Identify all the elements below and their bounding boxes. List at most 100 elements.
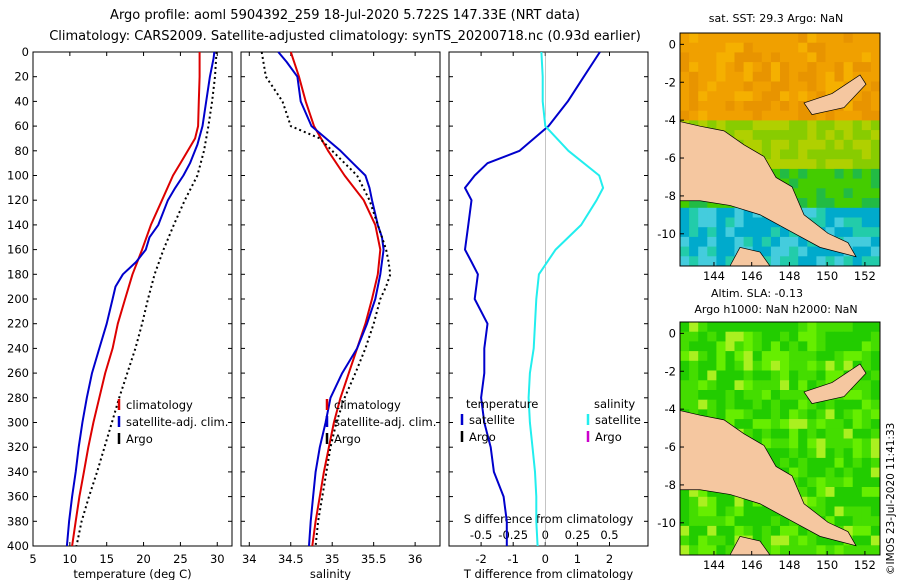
map-cell — [752, 370, 763, 381]
map-cell — [761, 380, 772, 391]
map-cell — [725, 390, 735, 401]
map-cell — [816, 428, 826, 439]
map-cell — [798, 545, 808, 556]
map-cell — [870, 52, 881, 63]
map-cell — [870, 110, 881, 121]
map-cell — [807, 81, 817, 92]
map-cell — [807, 380, 817, 391]
map-cell — [825, 322, 835, 333]
map-cell — [843, 438, 854, 449]
map-cell — [698, 341, 708, 352]
map-cell — [843, 139, 854, 150]
map-cell — [734, 120, 744, 131]
map-cell — [870, 81, 881, 92]
title-line-1: Argo profile: aoml 5904392_259 18-Jul-20… — [110, 8, 580, 23]
map-cell — [770, 71, 781, 82]
map-x-tick-label: 146 — [741, 558, 763, 572]
map-cell — [752, 81, 763, 92]
map-cell — [743, 139, 754, 150]
map-cell — [870, 370, 881, 381]
map-cell — [834, 448, 844, 459]
map-cell — [752, 322, 763, 333]
map-cell — [725, 370, 735, 381]
map-cell — [743, 409, 754, 420]
map-cell — [798, 457, 808, 468]
map-cell — [807, 428, 817, 439]
map-cell — [825, 438, 835, 449]
map-cell — [770, 428, 781, 439]
map-cell — [680, 91, 690, 102]
map-cell — [807, 360, 817, 371]
map-cell — [852, 322, 863, 333]
map-cell — [870, 120, 881, 131]
map-cell — [798, 33, 808, 44]
map-cell — [870, 525, 881, 536]
map-cell — [780, 42, 790, 53]
map-cell — [698, 390, 708, 401]
series-climatology — [71, 52, 201, 547]
map-cell — [680, 390, 690, 401]
map-cell — [825, 71, 835, 82]
map-cell — [843, 236, 854, 247]
y-tick-label: 100 — [7, 169, 29, 183]
map-cell — [680, 545, 690, 556]
map-cell — [861, 467, 872, 478]
map-cell — [680, 496, 690, 507]
map-cell — [780, 227, 790, 238]
map-cell — [789, 149, 799, 160]
map-cell — [761, 81, 772, 92]
map-cell — [816, 91, 826, 102]
map-cell — [798, 438, 808, 449]
map-cell — [743, 331, 754, 342]
map-cell — [761, 360, 772, 371]
map-cell — [861, 516, 872, 527]
map-cell — [807, 178, 817, 189]
map-cell — [798, 380, 808, 391]
map-cell — [798, 101, 808, 112]
map-cell — [761, 33, 772, 44]
map-cell — [843, 110, 854, 121]
map-cell — [716, 227, 726, 238]
map-cell — [861, 535, 872, 546]
map-cell — [770, 120, 781, 131]
map-cell — [852, 207, 863, 218]
legend-climatology-label: climatology — [126, 398, 193, 412]
map-cell — [761, 236, 772, 247]
map-cell — [861, 341, 872, 352]
map-cell — [843, 360, 854, 371]
map-cell — [698, 525, 708, 536]
map-cell — [725, 256, 735, 267]
map-cell — [725, 33, 735, 44]
map-cell — [789, 178, 799, 189]
map-cell — [734, 331, 744, 342]
map-cell — [689, 360, 699, 371]
map-cell — [680, 399, 690, 410]
map-cell — [689, 525, 699, 536]
map-cell — [807, 149, 817, 160]
map-cell — [707, 246, 717, 257]
map-cell — [807, 62, 817, 73]
map-cell — [707, 91, 717, 102]
map-cell — [734, 496, 744, 507]
map-cell — [843, 545, 854, 556]
map-cell — [689, 33, 699, 44]
sla-map: 144 146 148 150 152 0 -2 -4 -6 -8 -10 — [657, 321, 881, 572]
map-cell — [716, 370, 726, 381]
map-cell — [807, 545, 817, 556]
map-cell — [816, 496, 826, 507]
map-cell — [825, 198, 835, 209]
x-tick-label: -2 — [475, 552, 486, 566]
map-cell — [743, 227, 754, 238]
map-y-tick-label: 0 — [669, 37, 676, 51]
map-cell — [780, 149, 790, 160]
map-cell — [816, 62, 826, 73]
y-tick-label: 340 — [7, 465, 29, 479]
map-cell — [725, 322, 735, 333]
map-cell — [680, 217, 690, 228]
map-cell — [752, 399, 763, 410]
map-cell — [861, 81, 872, 92]
map-cell — [870, 159, 881, 170]
map-cell — [716, 246, 726, 257]
map-cell — [761, 409, 772, 420]
map-cell — [761, 130, 772, 141]
